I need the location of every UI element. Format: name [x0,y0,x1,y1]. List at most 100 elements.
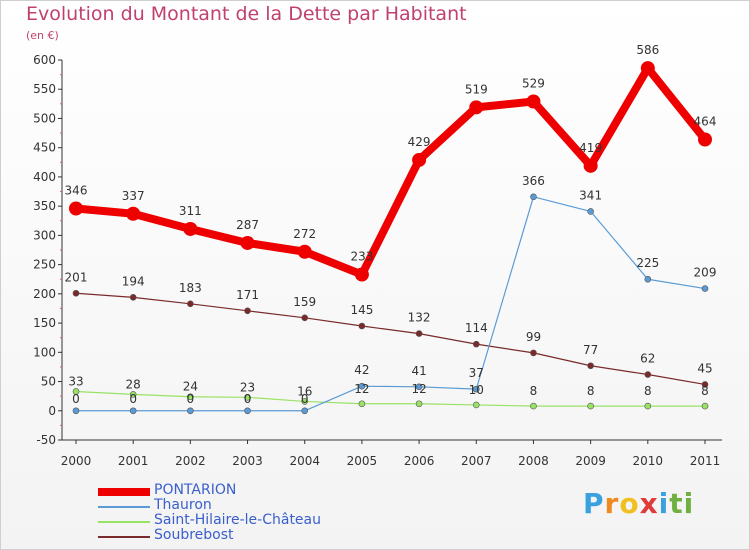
y-tick-label: 450 [33,141,56,155]
y-tick-label: 600 [33,53,56,67]
legend-item-saint-hilaire: Saint-Hilaire-le-Château [98,512,378,529]
data-label-saint-hilaire: 23 [240,380,255,394]
data-point-soubrebost [301,314,309,322]
x-tick-label: 2002 [175,454,206,468]
data-point-pontarion [240,235,255,250]
data-label-saint-hilaire: 16 [297,384,312,398]
data-label-thauron: 341 [579,188,602,202]
data-point-soubrebost [587,362,594,370]
data-point-saint-hilaire [72,388,80,395]
data-label-saint-hilaire: 28 [126,377,141,391]
data-point-soubrebost [415,330,423,337]
data-label-thauron: 42 [354,363,369,377]
y-tick-label: 350 [33,199,56,213]
data-point-saint-hilaire [358,400,366,408]
legend-swatch-pontarion [98,488,150,496]
y-tick-label: 500 [33,111,56,125]
logo-letter: P [583,487,605,520]
x-tick-label: 2003 [232,454,263,468]
data-label-pontarion: 311 [179,204,202,218]
data-label-thauron: 0 [72,392,80,406]
data-point-soubrebost [358,322,366,330]
data-point-soubrebost [701,381,709,388]
data-point-pontarion [412,152,427,167]
series-line-saint-hilaire [75,390,705,407]
data-label-thauron: 0 [187,392,195,406]
data-point-thauron [644,275,652,283]
x-tick-label: 2006 [404,454,435,468]
data-point-soubrebost [187,300,194,308]
data-point-pontarion [69,201,83,216]
data-label-soubrebost: 145 [350,303,373,317]
x-tick-label: 2011 [690,454,721,468]
logo-letter: i [683,487,695,520]
data-point-thauron [701,285,709,292]
y-tick-label: 200 [33,287,56,301]
data-point-saint-hilaire [587,402,594,410]
series-line-pontarion [75,64,709,279]
legend-item-soubrebost: Soubrebost [98,527,378,544]
legend-swatch-thauron [98,506,150,508]
data-label-thauron: 366 [522,174,545,188]
data-point-thauron [415,383,423,391]
x-tick-label: 2000 [61,454,92,468]
y-tick-label: 400 [33,170,56,184]
data-point-soubrebost [72,289,80,297]
data-label-saint-hilaire: 33 [68,374,83,388]
data-point-pontarion [526,94,541,109]
data-point-thauron [129,407,137,415]
data-label-soubrebost: 132 [408,311,431,325]
data-label-soubrebost: 99 [526,330,541,344]
data-label-soubrebost: 45 [697,361,712,375]
data-label-thauron: 0 [244,392,252,406]
data-point-saint-hilaire [415,400,423,408]
legend-swatch-saint-hilaire [98,521,150,523]
logo-letter: i [658,487,670,520]
legend-item-thauron: Thauron [98,497,378,514]
data-point-pontarion [469,100,484,115]
data-point-pontarion [297,244,312,259]
data-label-pontarion: 272 [293,227,316,241]
logo-letter: o [619,487,640,520]
data-point-thauron [244,407,251,415]
logo-letter: x [639,487,659,520]
legend-label-soubrebost: Soubrebost [154,527,234,543]
y-tick-label: 0 [48,404,56,418]
data-label-pontarion: 429 [408,135,431,149]
data-label-saint-hilaire: 24 [183,380,198,394]
data-label-soubrebost: 77 [583,343,598,357]
x-tick-label: 2007 [461,454,492,468]
logo-letter: t [669,487,684,520]
chart-unit-label: (en €) [26,29,59,42]
series-line-soubrebost [75,292,706,386]
data-point-saint-hilaire [301,398,309,405]
legend-item-pontarion: PONTARION [98,482,378,499]
data-point-soubrebost [129,294,137,301]
data-point-saint-hilaire [701,402,709,410]
data-label-pontarion: 337 [122,189,145,203]
data-point-soubrebost [530,349,537,357]
y-tick-label: 100 [33,345,56,359]
chart-title: Evolution du Montant de la Dette par Hab… [26,3,467,25]
data-point-thauron [301,407,309,415]
data-point-thauron [587,208,594,215]
data-label-thauron: 41 [411,364,426,378]
legend-swatch-soubrebost [98,536,150,538]
data-point-pontarion [698,132,712,147]
y-tick-label: 550 [33,82,56,96]
data-label-soubrebost: 183 [179,281,202,295]
data-point-pontarion [640,61,655,76]
data-label-pontarion: 586 [636,43,659,57]
data-point-soubrebost [472,340,480,348]
proxiti-logo: Proxiti [583,487,693,527]
x-tick-label: 2001 [118,454,149,468]
data-label-pontarion: 287 [236,218,259,232]
y-tick-label: -50 [36,433,56,447]
data-point-saint-hilaire [530,402,537,410]
data-point-thauron [472,385,480,393]
data-label-saint-hilaire: 8 [701,384,709,398]
data-point-saint-hilaire [244,394,251,401]
data-label-thauron: 0 [301,392,309,406]
data-point-saint-hilaire [187,393,194,401]
